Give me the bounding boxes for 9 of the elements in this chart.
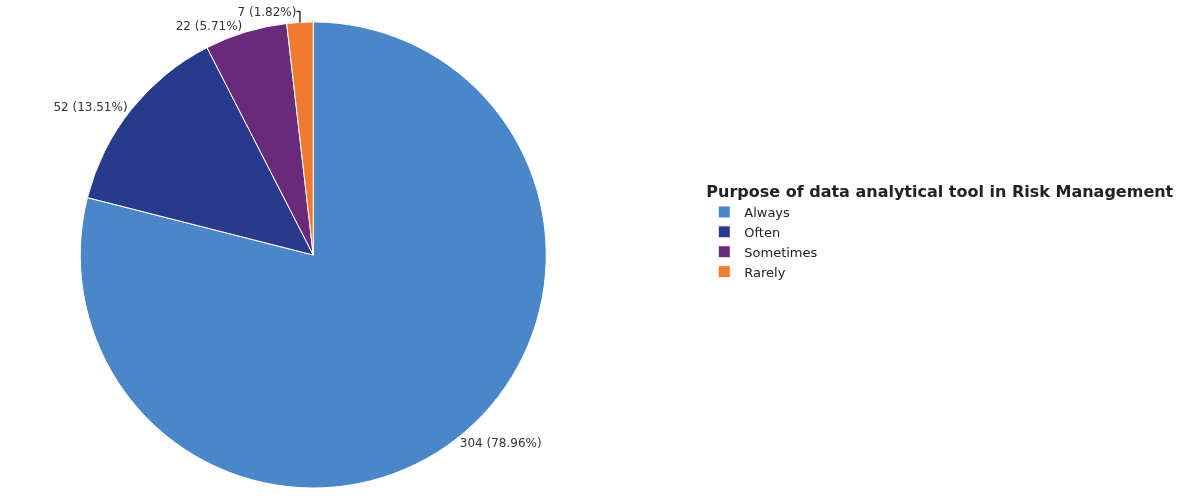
data-label: 7 (1.82%) xyxy=(237,4,297,19)
legend-title: Purpose of data analytical tool in Risk Management xyxy=(706,182,1174,201)
legend-label: Rarely xyxy=(744,264,786,280)
data-label: 52 (13.51%) xyxy=(53,100,128,115)
data-label: 22 (5.71%) xyxy=(175,18,243,33)
legend-label: Often xyxy=(744,224,781,240)
legend-label: Always xyxy=(744,205,791,221)
legend-label: Sometimes xyxy=(744,244,818,260)
data-label: 304 (78.96%) xyxy=(459,436,542,451)
